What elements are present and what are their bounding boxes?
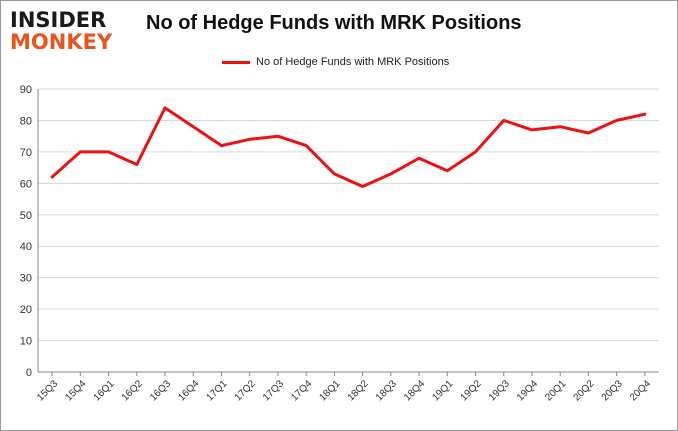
x-tick-label: 20Q3	[600, 378, 625, 403]
y-tick-label: 80	[20, 115, 32, 127]
x-tick-label: 15Q3	[35, 378, 60, 403]
y-tick-label: 10	[20, 336, 32, 348]
x-tick-label: 17Q2	[233, 378, 258, 403]
x-tick-label: 16Q3	[148, 378, 173, 403]
x-tick-label: 15Q4	[63, 378, 88, 403]
y-tick-label: 0	[26, 367, 32, 379]
x-tick-label: 18Q3	[374, 378, 399, 403]
insider-monkey-logo: INSIDER MONKEY	[10, 8, 126, 54]
chart-legend: No of Hedge Funds with MRK Positions	[222, 55, 449, 69]
x-tick-label: 16Q4	[176, 378, 201, 403]
x-tick-label: 17Q4	[289, 378, 314, 403]
y-tick-label: 90	[20, 84, 32, 96]
y-tick-label: 70	[20, 147, 32, 159]
x-tick-label: 20Q1	[543, 378, 568, 403]
series-line	[50, 106, 647, 188]
y-tick-label: 50	[20, 210, 32, 222]
x-tick-label: 19Q3	[487, 378, 512, 403]
y-tick-label: 30	[20, 273, 32, 285]
x-tick-label: 20Q4	[628, 378, 653, 403]
x-tick-label: 18Q4	[402, 378, 427, 403]
y-tick-label: 60	[20, 178, 32, 190]
x-tick-label: 19Q2	[459, 378, 484, 403]
x-tick-label: 19Q1	[430, 378, 455, 403]
y-tick-label: 40	[20, 241, 32, 253]
x-tick-label: 18Q2	[346, 378, 371, 403]
y-tick-label: 20	[20, 304, 32, 316]
logo-line-1: INSIDER	[10, 8, 107, 32]
x-tick-label: 16Q1	[92, 378, 117, 403]
x-tick-label: 20Q2	[571, 378, 596, 403]
x-tick-label: 18Q1	[317, 378, 342, 403]
legend-label: No of Hedge Funds with MRK Positions	[256, 56, 450, 68]
x-tick-label: 16Q2	[120, 378, 145, 403]
legend-swatch	[222, 60, 250, 64]
x-tick-label: 19Q4	[515, 378, 540, 403]
x-tick-label: 17Q3	[261, 378, 286, 403]
x-tick-label: 17Q1	[205, 378, 230, 403]
chart-title: No of Hedge Funds with MRK Positions	[146, 12, 522, 34]
logo-line-2: MONKEY	[10, 30, 113, 54]
